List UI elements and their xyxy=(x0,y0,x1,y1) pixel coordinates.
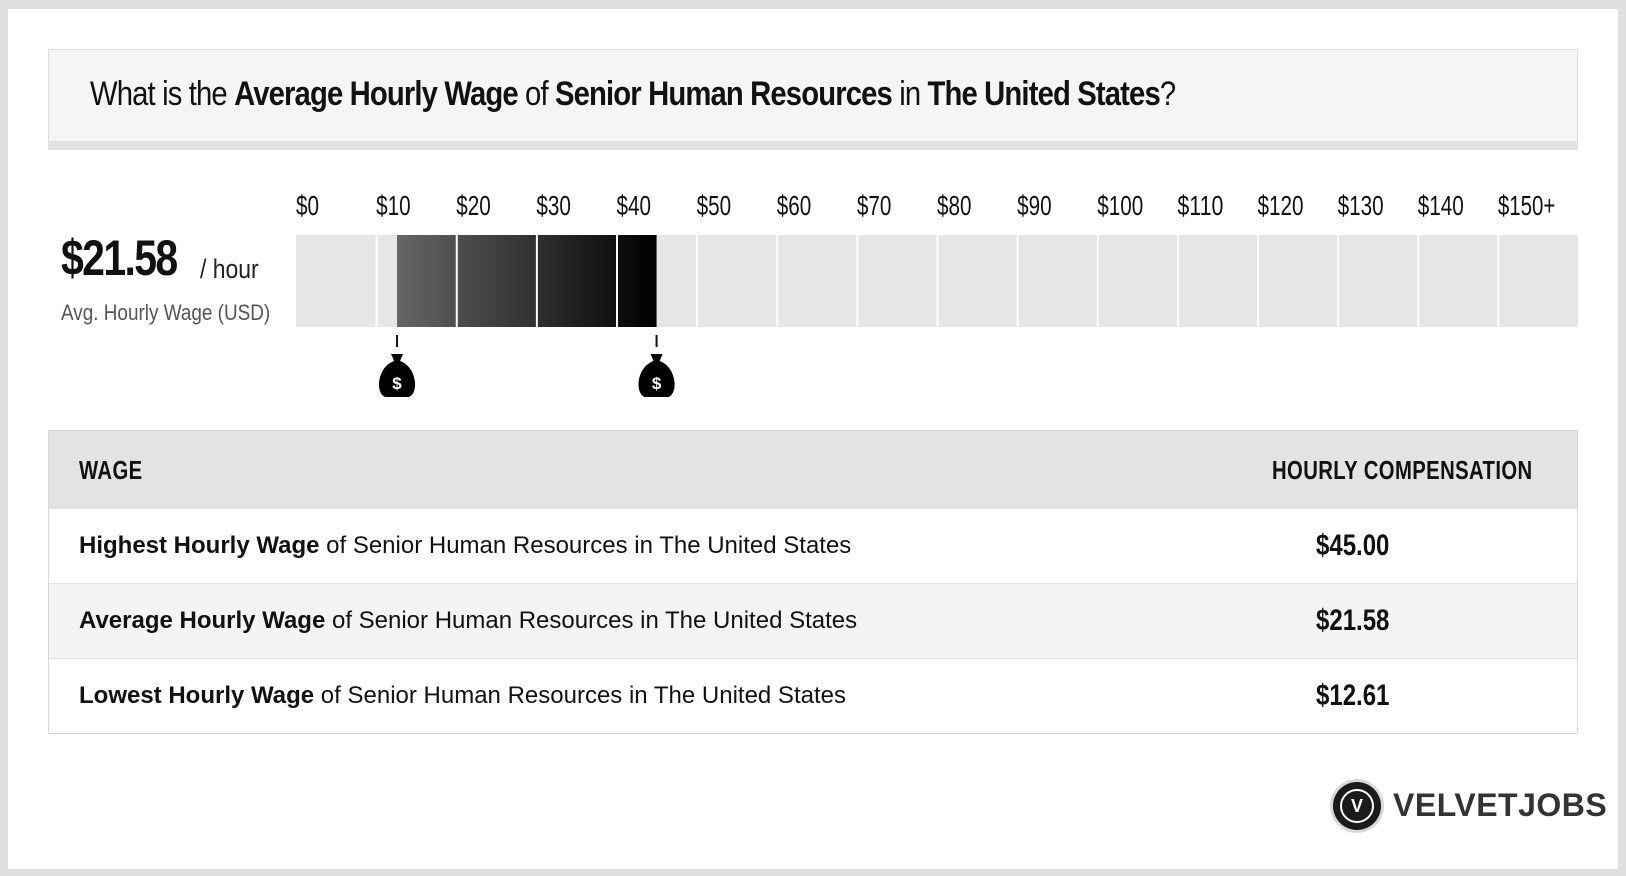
chart-tick-label: $110 xyxy=(1177,190,1223,221)
chart-tick-label: $20 xyxy=(456,190,491,221)
average-wage-caption: Avg. Hourly Wage (USD) xyxy=(61,300,271,325)
row-label-rest: of Senior Human Resources in The United … xyxy=(325,607,858,634)
row-label: Highest Hourly Wage of Senior Human Reso… xyxy=(79,532,851,560)
chart-tick-label: $90 xyxy=(1017,190,1052,221)
row-label-rest: of Senior Human Resources in The United … xyxy=(319,532,852,559)
logo-letter: V xyxy=(1340,789,1374,823)
page-frame: What is the Average Hourly Wage of Senio… xyxy=(8,9,1618,869)
title-of: of xyxy=(517,75,555,113)
table-header: WAGE HOURLY COMPENSATION xyxy=(49,431,1577,508)
chart-tick-label: $150+ xyxy=(1498,190,1556,221)
wage-range-chart: $0 $10 $20 $30 $40 $50 $60 $70 $80 $90 $100 $110 $12… xyxy=(296,190,1578,397)
chart-tick-label: $40 xyxy=(617,190,652,221)
title-in: in xyxy=(891,75,928,113)
title-metric: Average Hourly Wage xyxy=(234,75,519,113)
money-bag-symbol: $ xyxy=(392,374,402,393)
title-divider xyxy=(48,141,1578,150)
average-wage-unit: / hour xyxy=(200,254,259,284)
velvetjobs-logo-icon: V xyxy=(1333,782,1381,830)
table-row: Lowest Hourly Wage of Senior Human Resou… xyxy=(49,658,1577,733)
table-row: Average Hourly Wage of Senior Human Reso… xyxy=(49,583,1577,658)
row-label-bold: Highest Hourly Wage xyxy=(79,532,320,559)
row-amount: $21.58 xyxy=(1316,604,1390,637)
average-wage-value: $21.58 xyxy=(61,230,178,286)
table-row: Highest Hourly Wage of Senior Human Reso… xyxy=(49,508,1577,583)
row-label-bold: Lowest Hourly Wage xyxy=(79,682,315,709)
chart-tick-label: $60 xyxy=(777,190,812,221)
row-amount: $45.00 xyxy=(1316,529,1390,562)
row-amount: $12.61 xyxy=(1316,679,1390,712)
chart-tick-label: $0 xyxy=(296,190,319,221)
chart-tick-label: $100 xyxy=(1097,190,1143,221)
chart-tick-label: $140 xyxy=(1418,190,1464,221)
row-label-bold: Average Hourly Wage xyxy=(79,607,326,634)
chart-tick-label: $130 xyxy=(1338,190,1384,221)
chart-tick-label: $30 xyxy=(536,190,571,221)
chart-tick-label: $50 xyxy=(697,190,732,221)
wage-table: WAGE HOURLY COMPENSATION Highest Hourly … xyxy=(48,430,1578,734)
header-wage: WAGE xyxy=(79,455,143,485)
title-suffix: ? xyxy=(1159,75,1176,113)
row-label-rest: of Senior Human Resources in The United … xyxy=(314,682,846,709)
title-job: Senior Human Resources xyxy=(554,75,893,113)
title-prefix: What is the xyxy=(90,75,235,113)
chart-tick-label: $80 xyxy=(937,190,972,221)
header-hourly-compensation: HOURLY COMPENSATION xyxy=(1272,455,1533,485)
money-bag-icon xyxy=(638,354,675,397)
brand-name: VELVETJOBS xyxy=(1393,787,1608,823)
chart-range-bar xyxy=(397,235,657,327)
money-bag-symbol: $ xyxy=(652,374,662,393)
chart-tick-label: $120 xyxy=(1258,190,1304,221)
money-bag-icon xyxy=(378,354,416,397)
page-title: What is the Average Hourly Wage of Senio… xyxy=(90,75,1176,114)
title-location: The United States xyxy=(927,75,1161,113)
row-label: Average Hourly Wage of Senior Human Reso… xyxy=(79,607,857,635)
chart-tick-label: $70 xyxy=(857,190,892,221)
row-label: Lowest Hourly Wage of Senior Human Resou… xyxy=(79,682,846,710)
title-box: What is the Average Hourly Wage of Senio… xyxy=(48,49,1578,141)
chart-tick-label: $10 xyxy=(376,190,411,221)
